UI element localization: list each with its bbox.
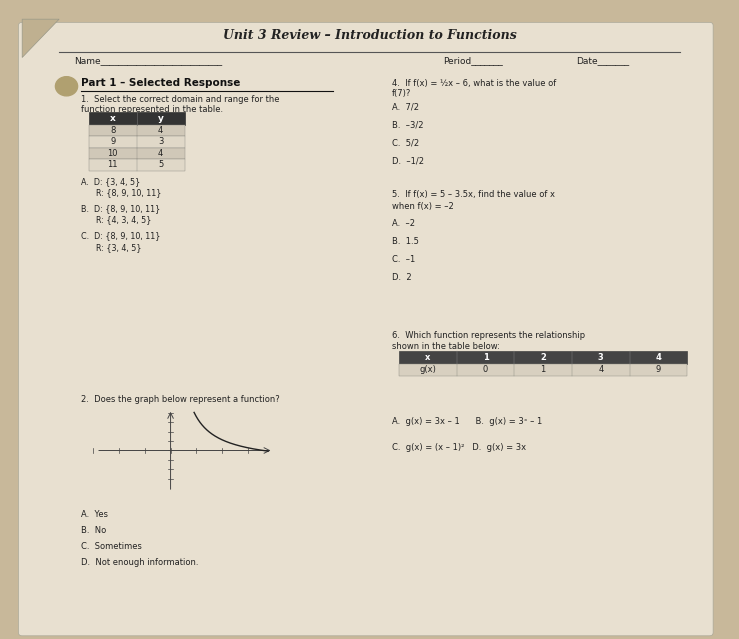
Text: 5: 5 <box>158 160 163 169</box>
Text: A.  D: {3, 4, 5}: A. D: {3, 4, 5} <box>81 177 140 186</box>
Text: 9: 9 <box>655 366 661 374</box>
Text: 10: 10 <box>107 149 118 158</box>
Text: 9: 9 <box>110 137 115 146</box>
Text: Unit 3 Review – Introduction to Functions: Unit 3 Review – Introduction to Function… <box>222 29 517 42</box>
Text: R: {4, 3, 4, 5}: R: {4, 3, 4, 5} <box>81 215 151 224</box>
Text: A.  –2: A. –2 <box>392 219 415 228</box>
Text: Name___________________________: Name___________________________ <box>74 56 222 65</box>
FancyBboxPatch shape <box>89 136 185 148</box>
FancyBboxPatch shape <box>89 148 185 159</box>
Text: C.  –1: C. –1 <box>392 255 415 264</box>
Text: y: y <box>158 114 163 123</box>
Text: D.  Not enough information.: D. Not enough information. <box>81 558 199 567</box>
FancyBboxPatch shape <box>18 22 713 636</box>
Text: R: {3, 4, 5}: R: {3, 4, 5} <box>81 243 142 252</box>
Text: Period_______: Period_______ <box>443 56 503 65</box>
Text: 8: 8 <box>110 126 115 135</box>
Text: function represented in the table.: function represented in the table. <box>81 105 223 114</box>
FancyBboxPatch shape <box>89 112 185 125</box>
FancyBboxPatch shape <box>89 159 185 171</box>
Text: C.  Sometimes: C. Sometimes <box>81 542 142 551</box>
Text: C.  5/2: C. 5/2 <box>392 139 419 148</box>
Text: f(7)?: f(7)? <box>392 89 411 98</box>
Text: shown in the table below:: shown in the table below: <box>392 343 500 351</box>
Text: A.  Yes: A. Yes <box>81 510 109 519</box>
Text: x: x <box>110 114 115 123</box>
Text: 11: 11 <box>107 160 118 169</box>
Text: g(x): g(x) <box>420 366 436 374</box>
Text: 5.  If f(x) = 5 – 3.5x, find the value of x: 5. If f(x) = 5 – 3.5x, find the value of… <box>392 190 555 199</box>
Text: C.  g(x) = (x – 1)²   D.  g(x) = 3x: C. g(x) = (x – 1)² D. g(x) = 3x <box>392 443 525 452</box>
Circle shape <box>55 77 78 96</box>
Text: A.  7/2: A. 7/2 <box>392 103 419 112</box>
Text: 4: 4 <box>158 149 163 158</box>
Text: 1: 1 <box>483 353 488 362</box>
Text: 3: 3 <box>598 353 604 362</box>
Text: 1.  Select the correct domain and range for the: 1. Select the correct domain and range f… <box>81 95 280 104</box>
Text: 0: 0 <box>483 366 488 374</box>
FancyBboxPatch shape <box>399 351 687 364</box>
Text: 4: 4 <box>598 366 604 374</box>
Text: Date_______: Date_______ <box>576 56 630 65</box>
Text: when f(x) = –2: when f(x) = –2 <box>392 202 454 211</box>
Text: x: x <box>425 353 431 362</box>
FancyBboxPatch shape <box>399 364 687 376</box>
Text: C.  D: {8, 9, 10, 11}: C. D: {8, 9, 10, 11} <box>81 231 160 240</box>
Text: B.  1.5: B. 1.5 <box>392 237 418 246</box>
Text: D.  –1/2: D. –1/2 <box>392 157 423 166</box>
Text: 2.  Does the graph below represent a function?: 2. Does the graph below represent a func… <box>81 395 280 404</box>
Text: 4.  If f(x) = ½x – 6, what is the value of: 4. If f(x) = ½x – 6, what is the value o… <box>392 79 556 88</box>
Text: D.  2: D. 2 <box>392 273 412 282</box>
Text: 1: 1 <box>540 366 546 374</box>
Text: Part 1 – Selected Response: Part 1 – Selected Response <box>81 78 241 88</box>
FancyBboxPatch shape <box>89 125 185 136</box>
Text: 6.  Which function represents the relationship: 6. Which function represents the relatio… <box>392 331 585 340</box>
Text: A.  g(x) = 3x – 1      B.  g(x) = 3ˣ – 1: A. g(x) = 3x – 1 B. g(x) = 3ˣ – 1 <box>392 417 542 426</box>
Text: B.  –3/2: B. –3/2 <box>392 121 423 130</box>
Polygon shape <box>22 19 59 58</box>
Text: 2: 2 <box>540 353 546 362</box>
Text: B.  D: {8, 9, 10, 11}: B. D: {8, 9, 10, 11} <box>81 204 160 213</box>
Text: B.  No: B. No <box>81 526 106 535</box>
Text: 4: 4 <box>158 126 163 135</box>
Text: R: {8, 9, 10, 11}: R: {8, 9, 10, 11} <box>81 189 162 197</box>
Text: 3: 3 <box>158 137 163 146</box>
Text: 4: 4 <box>655 353 661 362</box>
